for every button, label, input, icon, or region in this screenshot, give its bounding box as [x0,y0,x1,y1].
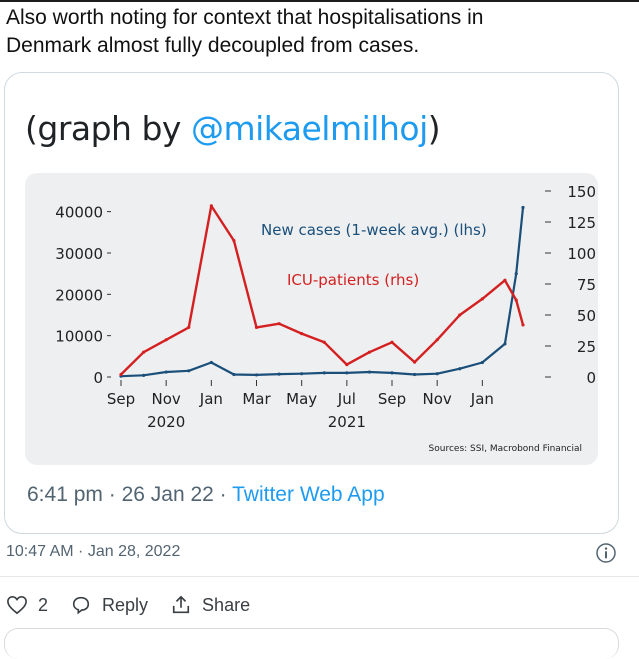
reply-icon [72,596,90,615]
cases-point [164,370,168,374]
icu-point [412,360,417,364]
source-app-link[interactable]: Twitter Web App [232,483,385,506]
y-left-tick-label: 40000 [55,204,103,222]
icu-point [187,325,191,329]
y-left-tick-label: 30000 [55,245,103,263]
title-prefix: (graph by [25,109,191,148]
y-right-tick-label: 100 [567,245,596,263]
cases-point [367,370,372,374]
icu-annotation: ICU-patients (rhs) [287,271,419,289]
cases-point [503,342,507,346]
icu-point [480,297,484,301]
year-label: 2020 [147,413,185,431]
icu-series-line [120,204,525,376]
share-button[interactable]: Share [170,595,250,616]
tweet-text-line: Also worth noting for context that hospi… [6,6,484,29]
x-tick-label: Jan [470,390,494,408]
cases-point [412,372,417,377]
mention-link[interactable]: @mikaelmilhoj [190,109,428,148]
x-tick-label: Mar [242,390,271,408]
title-suffix: ) [427,109,441,148]
cases-point [435,372,439,376]
icu-point [141,350,146,354]
cases-point [187,369,191,373]
quoted-date: 26 Jan 22 [121,483,214,506]
reply-button[interactable]: Reply [70,595,148,616]
icu-point [345,363,349,367]
quoted-tweet-card[interactable]: (graph by @mikaelmilhoj) 0 10000 20000 3000… [4,72,619,534]
meta-separator: · [219,483,227,506]
icu-point [367,350,372,354]
y-right-tick-label: 125 [567,214,596,232]
cases-point [232,372,236,377]
x-tick-label: Sep [378,390,406,408]
icu-point [119,372,123,377]
cases-point [345,371,349,375]
icu-point [209,204,213,208]
y-left-tick-label: 20000 [55,286,103,304]
icu-point [164,338,168,342]
y-left-tick-label: 0 [93,369,103,387]
cases-point [322,371,326,375]
tweet-text-line: Denmark almost fully decoupled from case… [6,34,420,57]
cases-point [254,373,259,377]
share-icon [172,595,190,614]
x-tick-label: Nov [423,390,452,408]
like-button[interactable]: 2 [6,595,48,616]
cases-point [141,373,146,377]
cases-annotation: New cases (1-week avg.) (lhs) [261,221,487,239]
icu-point [300,332,304,336]
x-tick-label: May [286,390,317,408]
x-tick-label: Nov [152,390,181,408]
icu-point [277,322,281,326]
line-chart: 0 10000 20000 30000 40000 0 25 50 75 100 125 150 Sep… [55,183,596,454]
cases-point [300,372,304,376]
icu-point [521,323,525,327]
tweet-actions: 2 Reply Share [6,590,272,620]
like-count: 2 [38,594,49,615]
quoted-tweet-meta: 6:41 pm · 26 Jan 22 · Twitter Web App [27,483,385,507]
y-right-tick-label: 150 [567,183,596,201]
cases-point [514,272,518,276]
heart-icon [7,595,27,615]
info-icon[interactable] [596,543,616,563]
icu-point [514,298,518,302]
cases-series-line [120,207,525,378]
icu-point [435,338,439,342]
cases-point [277,372,281,376]
divider [0,576,639,577]
cases-point [521,205,525,210]
y-right-tick-label: 25 [577,338,596,356]
cases-point [458,367,462,371]
icu-point [458,313,462,317]
top-divider [0,0,639,2]
tweet-timestamp[interactable]: 10:47 AM · Jan 28, 2022 [6,543,181,560]
share-label: Share [202,594,251,615]
x-tick-label: Jan [199,390,223,408]
cases-point [480,360,484,365]
x-tick-label: Jul [337,390,356,408]
icu-point [390,340,394,344]
cases-point [390,371,394,375]
chart-image[interactable]: 0 10000 20000 30000 40000 0 25 50 75 100 125 150 Sep… [25,173,598,465]
x-tick-label: Sep [107,390,135,408]
y-left-tick-label: 10000 [55,328,103,346]
meta-separator: · [108,483,116,506]
icu-point [322,340,326,344]
y-right-tick-label: 0 [586,369,596,387]
cases-point [209,360,213,365]
y-right-tick-label: 75 [577,276,596,294]
quoted-tweet-title: (graph by @mikaelmilhoj) [25,109,441,149]
icu-point [254,325,259,329]
icu-point [232,239,236,243]
next-card-edge [4,628,619,659]
tweet-body: Also worth noting for context that hospi… [6,4,626,60]
source-note: Sources: SSI, Macrobond Financial [429,444,582,454]
quoted-time: 6:41 pm [27,483,103,506]
icu-point [503,278,507,282]
reply-label: Reply [102,594,149,615]
y-right-tick-label: 50 [577,307,596,325]
year-label: 2021 [328,413,366,431]
